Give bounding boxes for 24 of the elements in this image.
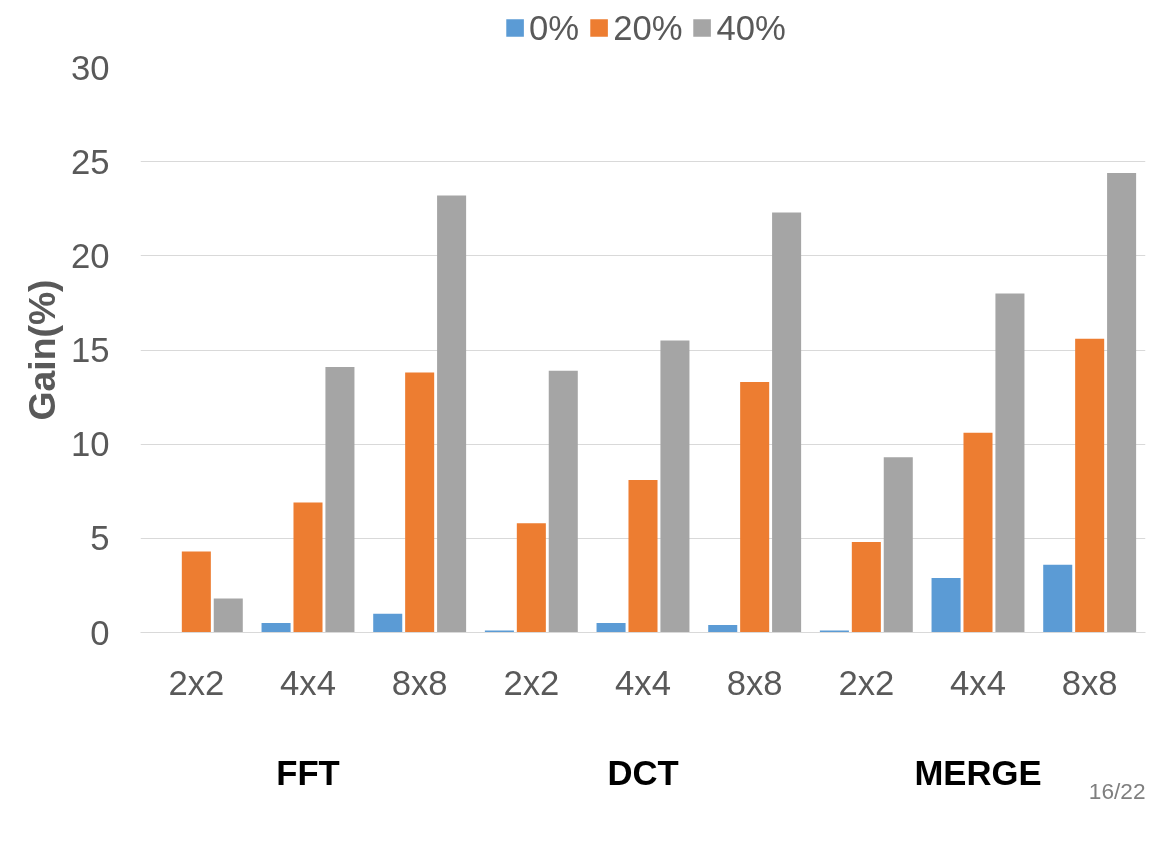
y-tick-label: 20 bbox=[70, 236, 110, 275]
y-tick-label: 10 bbox=[70, 425, 110, 464]
x-tick-label: 8x8 bbox=[1061, 663, 1118, 702]
y-tick-label: 15 bbox=[70, 331, 110, 369]
y-tick-label: 5 bbox=[90, 519, 110, 558]
text: 16/22 bbox=[1088, 778, 1146, 805]
x-tick-label: 2x2 bbox=[838, 663, 895, 702]
x-tick-label: 2x2 bbox=[503, 663, 560, 702]
y-tick-label: 30 bbox=[70, 48, 110, 87]
legend-label: 20% bbox=[613, 8, 683, 47]
x-tick-label: 4x4 bbox=[615, 663, 671, 702]
text: DCT bbox=[607, 753, 679, 792]
y-tick-label: 25 bbox=[70, 142, 110, 181]
x-tick-label: 2x2 bbox=[168, 663, 225, 702]
y-axis-title: Gain(%) bbox=[20, 279, 63, 421]
x-tick-label: 8x8 bbox=[391, 663, 448, 702]
text: FFT bbox=[276, 753, 340, 792]
y-tick-label: 0 bbox=[90, 613, 110, 652]
text: MERGE bbox=[914, 753, 1042, 792]
legend-label: 0% bbox=[529, 8, 580, 47]
x-tick-label: 8x8 bbox=[726, 663, 783, 702]
x-tick-label: 4x4 bbox=[950, 663, 1006, 702]
x-tick-label: 4x4 bbox=[280, 663, 336, 702]
legend-label: 40% bbox=[716, 8, 786, 47]
